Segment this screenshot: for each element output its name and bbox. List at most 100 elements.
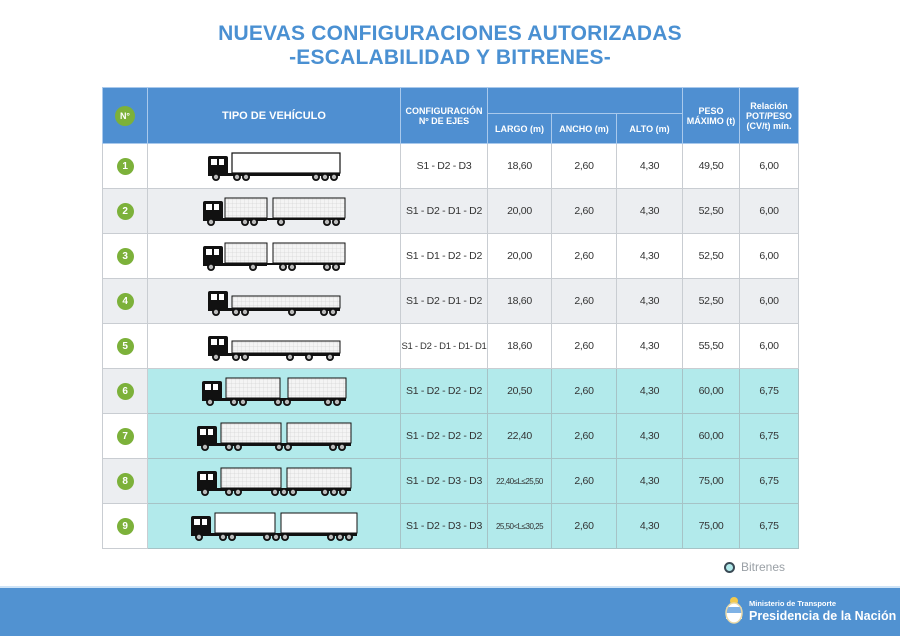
row-number: 2 (102, 188, 148, 234)
weight-cell: 60,00 (682, 413, 741, 459)
row-number: 5 (102, 323, 148, 369)
table-row: 7 S1 - D2 - D2 - D2 22,40 2,60 4,30 60,0… (102, 413, 800, 459)
truck-with-trailer-icon (203, 242, 346, 271)
vehicle-cell (147, 188, 401, 234)
config-cell: S1 - D2 - D3 - D3 (400, 503, 488, 549)
truck-semitrailer-icon (208, 152, 341, 181)
ratio-cell: 6,00 (739, 323, 800, 369)
vehicle-cell (147, 503, 401, 549)
bitrain-truck-icon (202, 377, 347, 406)
width-cell: 2,60 (551, 323, 617, 369)
truck-semitrailer-icon (208, 291, 341, 316)
width-cell: 2,60 (551, 368, 617, 414)
title-line-1: NUEVAS CONFIGURACIONES AUTORIZADAS (218, 22, 682, 45)
footer-band: Ministerio de Transporte Presidencia de … (0, 586, 900, 636)
height-cell: 4,30 (615, 413, 684, 459)
table-row: 4 S1 - D2 - D1 - D2 18,60 2,60 4,30 52,5… (102, 278, 800, 324)
header-width: ANCHO (m) (551, 113, 617, 144)
height-cell: 4,30 (615, 233, 684, 279)
length-cell: 20,50 (487, 368, 552, 414)
row-number-badge: 8 (116, 472, 134, 490)
ratio-cell: 6,75 (739, 458, 800, 504)
legend-label: Bitrenes (741, 560, 786, 574)
weight-cell: 49,50 (682, 143, 741, 189)
config-cell: S1 - D2 - D1 - D2 (400, 278, 488, 324)
truck-with-trailer-icon (203, 197, 346, 226)
weight-cell: 52,50 (682, 278, 741, 324)
length-cell: 18,60 (487, 323, 552, 369)
header-number: N° (102, 87, 148, 144)
width-cell: 2,60 (551, 278, 617, 324)
ratio-cell: 6,75 (739, 503, 800, 549)
row-number: 8 (102, 458, 148, 504)
header-max-weight: PESO MÁXIMO (t) (682, 87, 741, 144)
row-number: 6 (102, 368, 148, 414)
header-power-weight-ratio: Relación POT/PESO (CV/t) mín. (739, 87, 800, 144)
presidency-name: Presidencia de la Nación (749, 608, 897, 623)
truck-semitrailer-icon (208, 336, 341, 361)
length-cell: 22,40≤L≤25,50 (487, 458, 552, 504)
height-cell: 4,30 (615, 188, 684, 234)
width-cell: 2,60 (551, 413, 617, 459)
length-cell: 20,00 (487, 188, 552, 234)
vehicle-config-table: N° TIPO DE VEHÍCULO CONFIGURACIÓN Nº DE … (102, 87, 800, 549)
header-dimensions-group (486, 87, 684, 114)
row-number-badge: 2 (116, 202, 134, 220)
row-number: 9 (102, 503, 148, 549)
number-header-badge: N° (115, 105, 135, 126)
bitrain-truck-icon (197, 422, 352, 451)
row-number-badge: 6 (116, 382, 134, 400)
height-cell: 4,30 (615, 368, 684, 414)
height-cell: 4,30 (615, 323, 684, 369)
row-number: 1 (102, 143, 148, 189)
weight-cell: 75,00 (682, 458, 741, 504)
row-number-badge: 9 (116, 517, 134, 535)
table-row: 9 S1 - D2 - D3 - D3 25,50<L≤30,25 2,60 4… (102, 503, 800, 549)
width-cell: 2,60 (551, 188, 617, 234)
vehicle-cell (147, 278, 401, 324)
row-number: 4 (102, 278, 148, 324)
bitrain-truck-icon (197, 467, 352, 496)
row-number-badge: 7 (116, 427, 134, 445)
vehicle-cell (147, 233, 401, 279)
title-line-2: -ESCALABILIDAD Y BITRENES- (289, 46, 611, 69)
ratio-cell: 6,00 (739, 188, 800, 234)
config-cell: S1 - D2 - D3 - D3 (400, 458, 488, 504)
vehicle-cell (147, 413, 401, 459)
row-number-badge: 1 (116, 157, 134, 175)
weight-cell: 75,00 (682, 503, 741, 549)
bitrain-truck-icon (191, 512, 358, 541)
width-cell: 2,60 (551, 503, 617, 549)
height-cell: 4,30 (615, 278, 684, 324)
weight-cell: 52,50 (682, 188, 741, 234)
width-cell: 2,60 (551, 458, 617, 504)
length-cell: 18,60 (487, 278, 552, 324)
header-height: ALTO (m) (615, 113, 684, 144)
bitrenes-legend-icon (724, 561, 735, 573)
length-cell: 18,60 (487, 143, 552, 189)
argentina-coat-of-arms-icon (725, 597, 743, 624)
ministry-name: Ministerio de Transporte (749, 599, 837, 608)
page-title: NUEVAS CONFIGURACIONES AUTORIZADAS -ESCA… (0, 22, 900, 70)
config-cell: S1 - D1 - D2 - D2 (400, 233, 488, 279)
row-number-badge: 5 (116, 337, 134, 355)
length-cell: 25,50<L≤30,25 (487, 503, 552, 549)
table-row: 2 S1 - D2 - D1 - D2 20,00 2,60 4,30 52,5… (102, 188, 800, 234)
config-cell: S1 - D2 - D1 - D2 (400, 188, 488, 234)
legend: Bitrenes (724, 560, 785, 574)
height-cell: 4,30 (615, 143, 684, 189)
ratio-cell: 6,75 (739, 413, 800, 459)
table-row: 6 S1 - D2 - D2 - D2 20,50 2,60 4,30 60,0… (102, 368, 800, 414)
width-cell: 2,60 (551, 233, 617, 279)
vehicle-cell (147, 458, 401, 504)
config-cell: S1 - D2 - D1 - D1- D1 (400, 323, 488, 369)
table-row: 3 S1 - D1 - D2 - D2 20,00 2,60 4,30 52,5… (102, 233, 800, 279)
weight-cell: 60,00 (682, 368, 741, 414)
table-row: 5 S1 - D2 - D1 - D1- D1 18,60 2,60 4,30 … (102, 323, 800, 369)
ministry-logo: Ministerio de Transporte Presidencia de … (724, 596, 896, 626)
weight-cell: 52,50 (682, 233, 741, 279)
table-row: 8 S1 - D2 - D3 - D3 22,40≤L≤25,50 2,60 4… (102, 458, 800, 504)
weight-cell: 55,50 (682, 323, 741, 369)
row-number-badge: 3 (116, 247, 134, 265)
vehicle-cell (147, 323, 401, 369)
